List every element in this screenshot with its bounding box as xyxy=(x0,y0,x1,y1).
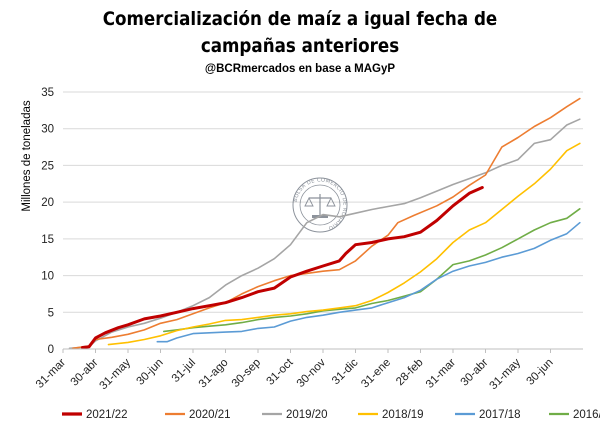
y-tick-label: 0 xyxy=(48,344,54,356)
x-tick-label: 30-abr xyxy=(459,357,491,389)
x-tick-label: 31-ene xyxy=(359,357,393,391)
chart-subtitle: @BCRmercados en base a MAGyP xyxy=(204,63,396,75)
x-tick-label: 31-mar xyxy=(424,357,458,391)
y-tick-label: 30 xyxy=(41,124,54,136)
x-tick-label: 30-sep xyxy=(230,357,263,390)
chart-title: Comercialización de maíz a igual fecha d… xyxy=(0,6,600,60)
x-tick-label: 30-jun xyxy=(135,357,166,388)
x-tick-label: 31-oct xyxy=(265,356,297,388)
series-line-2016-17 xyxy=(163,208,581,333)
series-line-2017-18 xyxy=(156,221,581,343)
seal-emblem-pan-right xyxy=(326,196,336,207)
legend: 2021/22 2020/21 2019/20 2018/19 2017/18 2016/… xyxy=(62,409,600,421)
legend-label-2018-19: 2018/19 xyxy=(382,409,424,421)
x-tick-label: 31-dic xyxy=(330,356,361,387)
x-tick-label: 30-nov xyxy=(295,356,329,390)
y-tick-label: 25 xyxy=(41,160,54,172)
series-line-2020-21 xyxy=(72,97,581,350)
chart-title-line-2: campañas anteriores xyxy=(200,35,400,57)
y-tick-label: 20 xyxy=(41,197,54,209)
x-tick-label: 31-mar xyxy=(34,357,68,391)
legend-label-2020-21: 2020/21 xyxy=(189,409,231,421)
x-tick-label: 30-abr xyxy=(69,357,101,389)
x-tick-label: 31-may xyxy=(98,356,134,392)
legend-label-2016-17: 2016/17 xyxy=(573,409,600,421)
y-tick-label: 5 xyxy=(48,307,54,319)
gridlines xyxy=(63,91,583,313)
y-tick-label: 15 xyxy=(41,234,54,246)
x-tick-label: 31-ago xyxy=(197,357,231,391)
series-lines xyxy=(68,97,581,350)
x-tick-label: 31-jul xyxy=(170,357,198,385)
series-line-2018-19 xyxy=(107,142,581,346)
legend-label-2017-18: 2017/18 xyxy=(479,409,521,421)
y-tick-label: 10 xyxy=(41,271,54,283)
bcr-seal-watermark: BOLSA DE COMERCIO DE ROSARIO xyxy=(292,177,348,233)
series-line-2021-22 xyxy=(81,186,484,349)
legend-label-2019-20: 2019/20 xyxy=(286,409,328,421)
legend-label-2021-22: 2021/22 xyxy=(86,409,128,421)
seal-inner-ring xyxy=(299,184,341,226)
x-tick-label: 30-jun xyxy=(525,357,556,388)
y-tick-label: 35 xyxy=(41,87,54,99)
chart-title-line-1: Comercialización de maíz a igual fecha d… xyxy=(102,8,498,30)
x-tick-label: 31-may xyxy=(488,356,524,392)
series-line-2019-20 xyxy=(68,118,581,350)
x-tick-label: 28-feb xyxy=(394,357,426,389)
seal-emblem-pan-left xyxy=(304,196,314,207)
seal-outer-ring xyxy=(292,177,348,233)
